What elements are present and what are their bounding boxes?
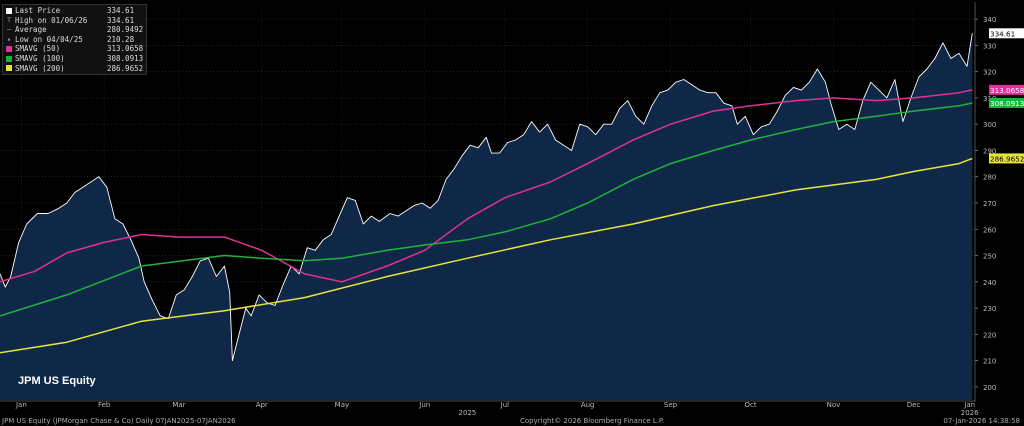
legend-value: 280.9492: [107, 25, 144, 35]
legend-value: 334.61: [107, 15, 135, 25]
legend-swatch: [6, 7, 12, 14]
legend-swatch: [6, 46, 12, 53]
legend-label: Low on 04/04/25: [15, 34, 83, 44]
y-tick-label: 230: [983, 305, 996, 313]
last-value-tag-bg: [989, 28, 1024, 39]
last-value-tag: 313.0658: [989, 84, 1024, 95]
legend-swatch: [6, 65, 12, 72]
last-value-tag: 286.9652: [989, 153, 1024, 164]
chart-footer: JPM US Equity (JPMorgan Chase & Co) Dail…: [0, 416, 1024, 426]
last-value-tag: 334.61: [989, 28, 1024, 39]
last-value-tag-text: 313.0658: [990, 86, 1024, 95]
legend-item: SMAVG (200) 286.9652: [6, 64, 143, 74]
legend-value: 334.61: [107, 6, 135, 15]
legend-label: SMAVG (200): [15, 63, 65, 73]
legend-item: – Average 280.9492: [6, 25, 143, 35]
y-tick-label: 300: [983, 121, 996, 129]
y-tick-label: 280: [983, 174, 996, 182]
y-tick-label: 290: [983, 147, 996, 155]
y-tick-label: 240: [983, 279, 996, 287]
legend-value: 308.0913: [107, 53, 144, 63]
last-value-tag-bg: [989, 153, 1024, 164]
x-tick-label: Aug: [581, 401, 595, 409]
last-value-tag-text: 286.9652: [990, 154, 1024, 163]
x-tick-label: Jul: [500, 401, 510, 409]
x-tick-label: Oct: [745, 401, 757, 409]
last-value-tag-text: 334.61: [990, 29, 1015, 38]
x-tick-label: Mar: [172, 401, 185, 409]
x-tick-label: Apr: [256, 401, 268, 409]
x-axis: Jan Feb Mar Apr May Jun Jul Aug Sep Oct Nov Dec Jan2…: [0, 400, 979, 417]
legend-label: High on 01/06/26: [15, 15, 88, 25]
legend-item: ⊤ High on 01/06/26 334.61: [6, 16, 143, 26]
y-tick-label: 210: [983, 358, 996, 366]
x-tick-label: Sep: [664, 401, 678, 409]
legend-label: Average: [15, 25, 47, 35]
legend-swatch: [6, 55, 12, 62]
x-tick-label: May: [335, 401, 349, 409]
y-tick-label: 200: [983, 384, 996, 392]
y-tick-label: 270: [983, 200, 996, 208]
legend-item: SMAVG (100) 308.0913: [6, 54, 143, 64]
y-tick-label: 330: [983, 42, 996, 50]
legend-value: 313.0658: [107, 44, 144, 54]
x-tick-label: Feb: [98, 401, 111, 409]
x-tick-label: Dec: [907, 401, 921, 409]
y-tick-label: 220: [983, 331, 996, 339]
x-year-label: 2026: [961, 409, 979, 417]
legend-label: Last Price: [15, 6, 61, 15]
legend-value: 210.28: [107, 34, 135, 44]
x-year-label: 2025: [459, 409, 477, 417]
last-value-tag-bg: [989, 84, 1024, 95]
x-tick-label: Jun: [418, 401, 430, 409]
y-tick-label: 260: [983, 226, 996, 234]
ticker-label: JPM US Equity: [18, 375, 96, 387]
x-tick-label: Nov: [827, 401, 841, 409]
x-tick-label: Jan: [15, 401, 27, 409]
legend-label: SMAVG (100): [15, 53, 65, 63]
legend-item: SMAVG (50) 313.0658: [6, 44, 143, 54]
footer-security-info: JPM US Equity (JPMorgan Chase & Co) Dail…: [2, 417, 236, 425]
average-marker-icon: –: [6, 25, 12, 34]
y-tick-label: 320: [983, 69, 996, 77]
last-value-tag-bg: [989, 97, 1024, 108]
legend-item: Last Price 334.61: [6, 6, 143, 16]
series-line-smavg-200: [0, 157, 973, 354]
legend-label: SMAVG (50): [15, 44, 61, 54]
last-value-tag-text: 308.0913: [990, 99, 1024, 108]
last-value-labels: 334.61 313.0658 308.0913 286.9652: [989, 28, 1024, 164]
low-marker-icon: ▴: [6, 34, 12, 43]
y-tick-label: 340: [983, 16, 996, 24]
last-value-tag: 308.0913: [989, 97, 1024, 108]
footer-copyright: Copyright© 2026 Bloomberg Finance L.P.: [520, 417, 665, 425]
series-line-smavg-100: [0, 102, 973, 317]
chart-legend: Last Price 334.61 ⊤ High on 01/06/26 334.61–…: [2, 4, 148, 76]
series-line-smavg-50: [0, 89, 973, 283]
footer-timestamp: 07-Jan-2026 14:38:58: [943, 417, 1020, 425]
high-marker-icon: ⊤: [6, 15, 12, 24]
chart-series: [0, 33, 973, 401]
price-area-fill: [0, 33, 973, 401]
legend-item: ▴ Low on 04/04/25 210.28: [6, 35, 143, 45]
y-tick-label: 250: [983, 253, 996, 261]
x-tick-label: Jan: [963, 401, 975, 409]
legend-value: 286.9652: [107, 63, 144, 73]
